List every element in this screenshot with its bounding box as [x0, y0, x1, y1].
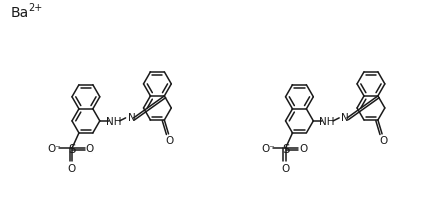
Text: N: N [128, 112, 135, 122]
Text: Ba: Ba [10, 6, 29, 20]
Text: S: S [282, 142, 289, 155]
Text: NH: NH [319, 116, 335, 126]
Text: O: O [85, 143, 94, 153]
Text: NH: NH [106, 116, 122, 126]
Text: N: N [341, 112, 349, 122]
Text: O: O [68, 163, 76, 173]
Text: O: O [299, 143, 307, 153]
Text: O: O [165, 135, 174, 145]
Text: 2+: 2+ [28, 3, 43, 13]
Text: O: O [281, 163, 289, 173]
Text: S: S [68, 142, 76, 155]
Text: O⁻: O⁻ [261, 143, 275, 153]
Text: O⁻: O⁻ [48, 143, 61, 153]
Text: O: O [379, 135, 387, 145]
